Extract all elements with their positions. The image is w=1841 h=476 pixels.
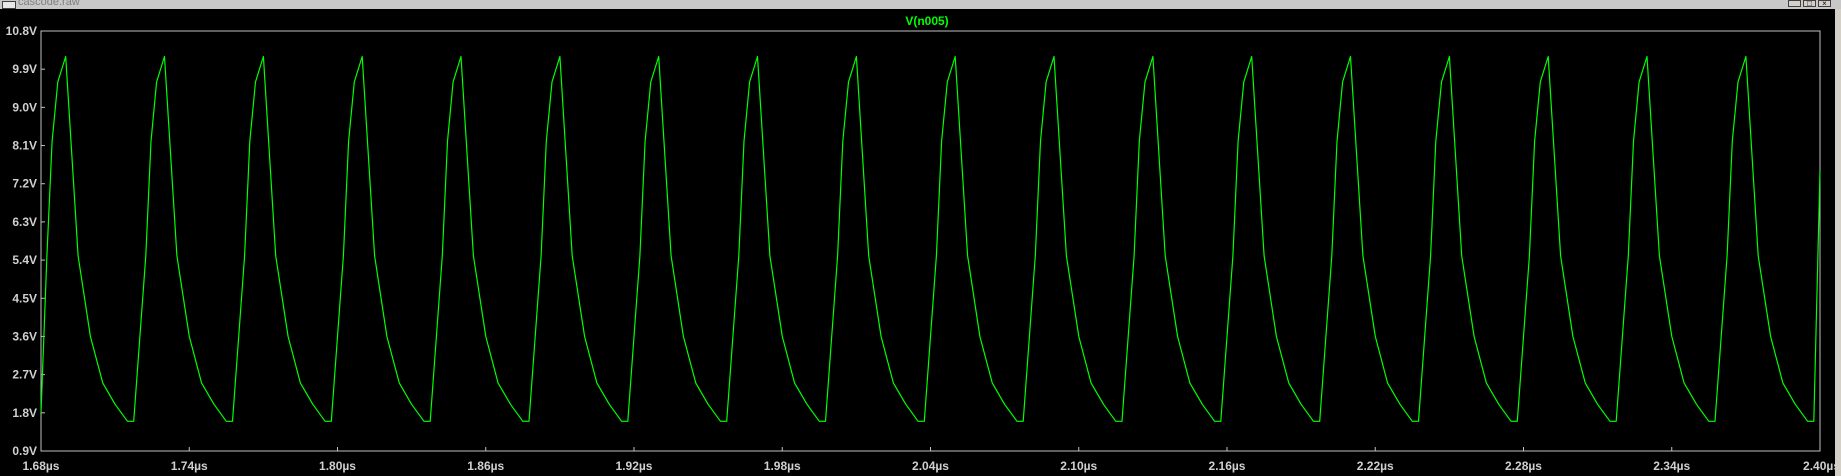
x-tick-label: 1.68µs [23, 459, 60, 473]
x-tick-label: 1.98µs [764, 459, 801, 473]
restore-button[interactable]: □ [1803, 0, 1816, 7]
window-menu-icon[interactable] [2, 1, 16, 9]
x-tick-label: 2.28µs [1505, 459, 1542, 473]
y-tick-label: 7.2V [12, 177, 37, 191]
trace-label[interactable]: V(n005) [905, 14, 948, 28]
minimize-button[interactable]: _ [1788, 0, 1801, 7]
x-tick-label: 1.86µs [467, 459, 504, 473]
y-tick-label: 2.7V [12, 368, 37, 382]
y-tick-label: 0.9V [12, 444, 37, 458]
window-border [1835, 9, 1841, 476]
x-tick-label: 2.40µs [1803, 459, 1840, 473]
close-button[interactable]: × [1818, 0, 1831, 7]
waveform-chart[interactable]: V(n005) 10.8V 9.9V 9.0V 8.1V 7.2V 6.3V 5.4V 4.5… [0, 9, 1841, 476]
trace-v-n005[interactable] [40, 55, 1821, 422]
x-tick-label: 2.04µs [912, 459, 949, 473]
y-tick-label: 3.6V [12, 329, 37, 343]
y-tick-label: 6.3V [12, 215, 37, 229]
plot-area[interactable]: V(n005) 10.8V 9.9V 9.0V 8.1V 7.2V 6.3V 5.4V 4.5… [0, 9, 1841, 476]
y-tick-label: 9.9V [12, 62, 37, 76]
plot-frame [40, 30, 1821, 452]
y-tick-label: 4.5V [12, 291, 37, 305]
x-tick-label: 1.74µs [171, 459, 208, 473]
y-tick-label: 10.8V [6, 24, 37, 38]
x-tick-label: 2.22µs [1357, 459, 1394, 473]
x-tick-label: 2.10µs [1060, 459, 1097, 473]
x-tick-label: 2.16µs [1209, 459, 1246, 473]
x-tick-label: 1.80µs [319, 459, 356, 473]
y-tick-label: 8.1V [12, 139, 37, 153]
y-tick-label: 9.0V [12, 100, 37, 114]
x-tick-label: 2.34µs [1653, 459, 1690, 473]
window-title: cascode.raw [18, 0, 80, 8]
y-tick-label: 5.4V [12, 253, 37, 267]
x-tick-label: 1.92µs [616, 459, 653, 473]
title-bar[interactable]: cascode.raw _ □ × [0, 0, 1841, 9]
y-tick-label: 1.8V [12, 406, 37, 420]
